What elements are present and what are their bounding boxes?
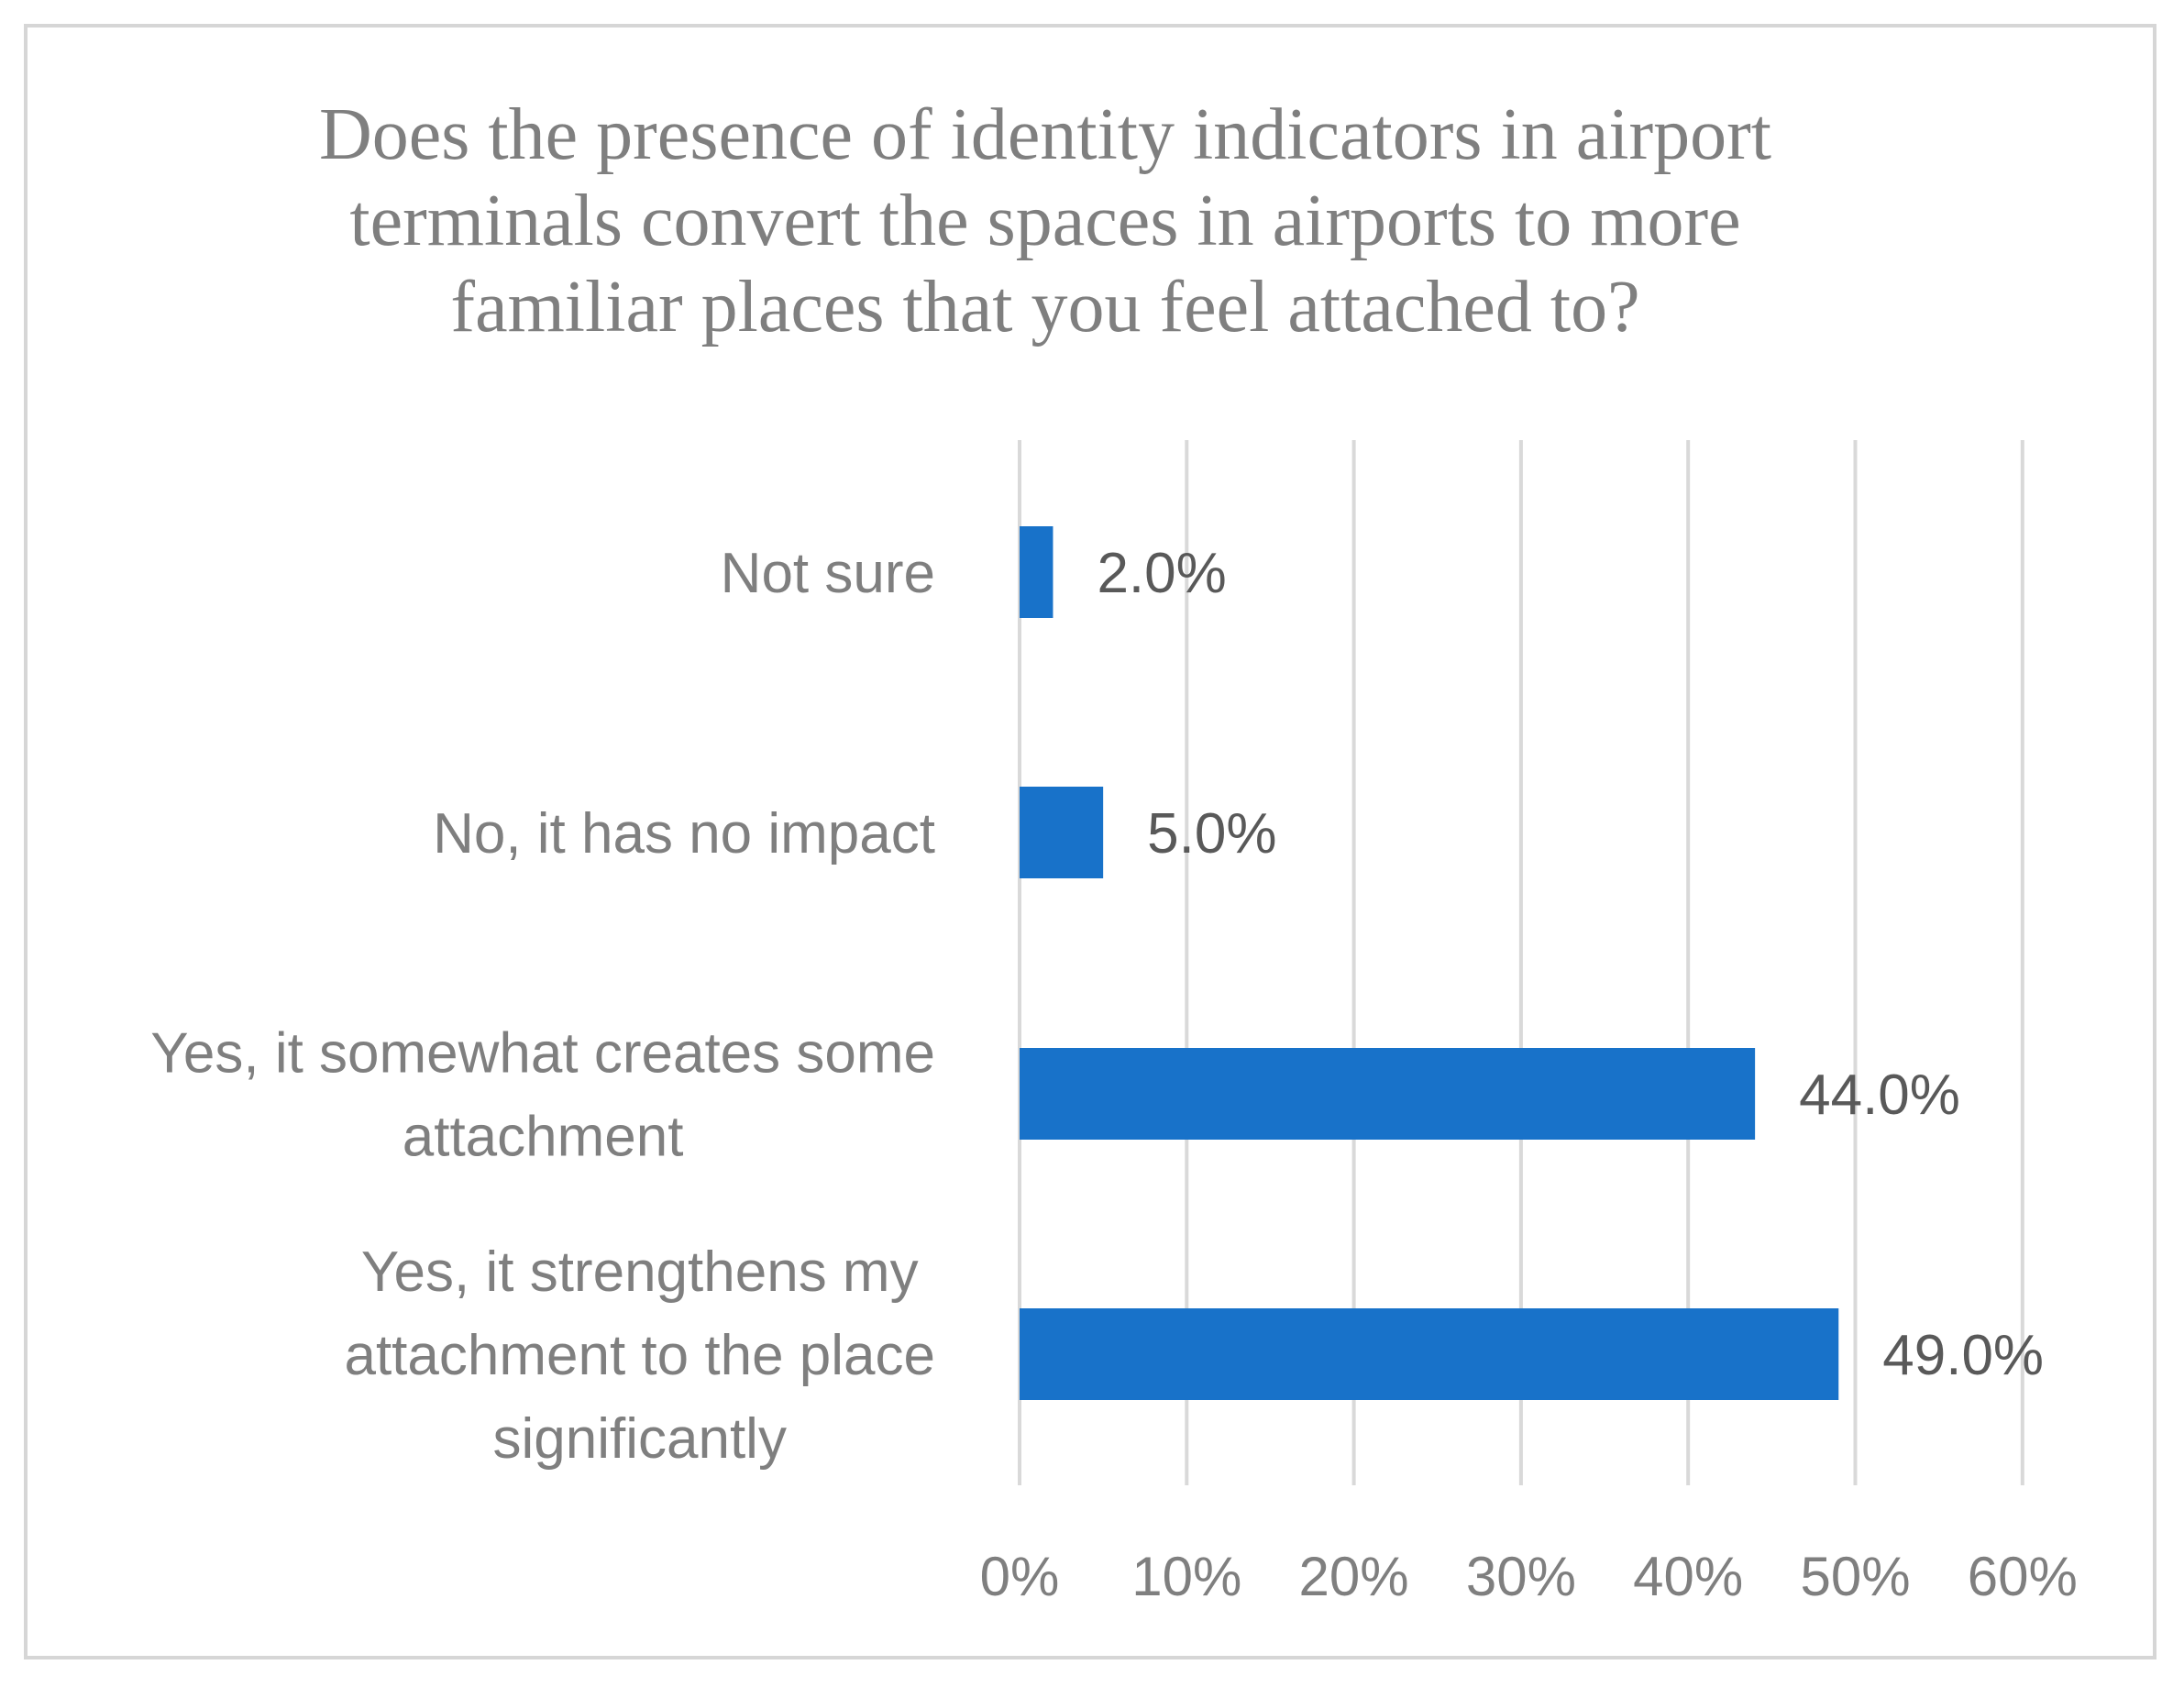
category-label-line: attachment (403, 1106, 684, 1169)
category-label-line: No, it has no impact (433, 802, 935, 866)
x-tick-label: 30% (1466, 1546, 1576, 1607)
bar-3 (1020, 1048, 1756, 1140)
bar-4 (1020, 1308, 1839, 1400)
bar-1 (1020, 526, 1053, 618)
x-tick-label: 10% (1131, 1546, 1241, 1607)
x-tick-label: 0% (980, 1546, 1060, 1607)
category-label: Yes, it somewhat creates some attachment (150, 1022, 935, 1169)
chart-title-line-1: Does the presence of identity indicators… (319, 94, 1771, 175)
data-label: 49.0% (1882, 1324, 2044, 1387)
chart-title-line-3: familiar places that you feel attached t… (450, 267, 1640, 347)
category-label-line: Yes, it strengthens my (361, 1240, 919, 1304)
category-label: No, it has no impact (433, 802, 935, 866)
category-label-line: significantly (492, 1407, 786, 1471)
data-label: 2.0% (1097, 542, 1226, 605)
bar-2 (1020, 787, 1104, 878)
data-label: 5.0% (1147, 802, 1276, 866)
x-tick-label: 40% (1633, 1546, 1743, 1607)
x-tick-label: 60% (1968, 1546, 2078, 1607)
category-label: Not sure (721, 542, 935, 605)
data-label: 44.0% (1799, 1064, 1960, 1127)
category-label-line: attachment to the place (344, 1324, 935, 1387)
x-tick-label: 50% (1800, 1546, 1910, 1607)
category-label: Yes, it strengthens my attachment to the … (344, 1240, 935, 1471)
chart-title: Does the presence of identity indicators… (183, 92, 1907, 350)
category-label-line: Yes, it somewhat creates some (150, 1022, 935, 1086)
chart-title-line-2: terminals convert the spaces in airports… (349, 181, 1741, 261)
x-tick-label: 20% (1299, 1546, 1409, 1607)
category-label-line: Not sure (721, 542, 935, 605)
